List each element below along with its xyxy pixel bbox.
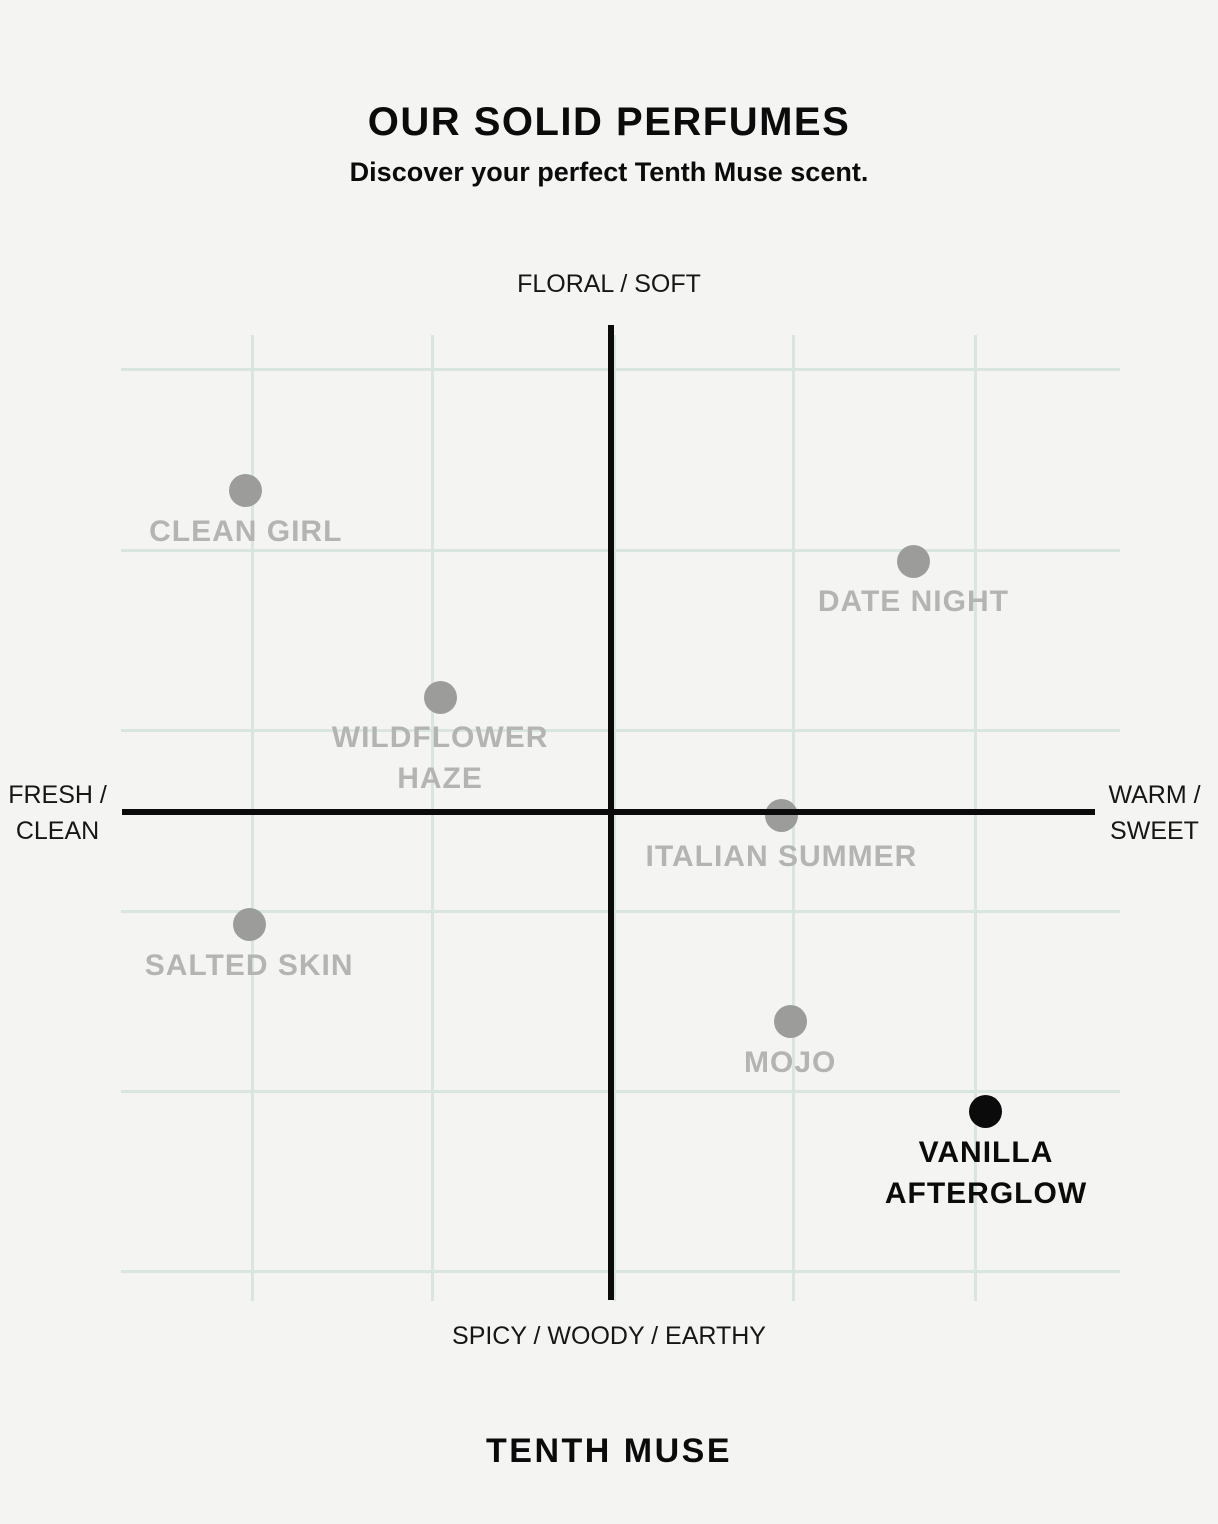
axis-label-line: FRESH / — [8, 781, 107, 809]
scent-label-date-night: DATE NIGHT — [693, 581, 1133, 622]
scent-dot-italian-summer — [764, 799, 798, 833]
scent-dot-date-night — [896, 544, 930, 578]
scent-label-clean-girl: CLEAN GIRL — [26, 511, 466, 552]
scent-label-line: AFTERGLOW — [884, 1176, 1088, 1210]
scent-label-wildflower-haze: WILDFLOWER HAZE — [220, 717, 660, 799]
grid-line-horizontal — [121, 1269, 1120, 1273]
grid-line-vertical — [973, 335, 977, 1301]
scent-dot-mojo — [773, 1005, 807, 1039]
grid-line-vertical — [430, 335, 434, 1301]
scent-label-line: VANILLA — [918, 1135, 1054, 1169]
grid-line-horizontal — [121, 909, 1120, 913]
scent-dot-clean-girl — [229, 474, 263, 508]
axis-label-floral-soft: FLORAL / SOFT — [517, 270, 701, 298]
scent-label-line: WILDFLOWER — [331, 721, 549, 755]
scent-label-line: MOJO — [744, 1045, 837, 1079]
x-axis-line — [122, 809, 1095, 815]
scent-label-vanilla-afterglow: VANILLA AFTERGLOW — [766, 1132, 1206, 1214]
axis-label-warm-sweet: WARM / SWEET — [1102, 777, 1207, 849]
scent-label-line: CLEAN GIRL — [149, 514, 343, 548]
scent-label-salted-skin: SALTED SKIN — [29, 945, 469, 986]
scent-dot-vanilla-afterglow — [969, 1095, 1003, 1128]
axis-label-line: WARM / — [1108, 781, 1201, 809]
grid-line-horizontal — [121, 548, 1120, 552]
scent-label-line: SALTED SKIN — [144, 948, 354, 982]
grid-line-horizontal — [121, 367, 1120, 371]
axis-label-line: SWEET — [1110, 817, 1199, 845]
axis-label-fresh-clean: FRESH / CLEAN — [5, 777, 110, 849]
scent-label-mojo: MOJO — [570, 1042, 1010, 1083]
scent-label-italian-summer: ITALIAN SUMMER — [561, 836, 1001, 877]
grid-line-vertical — [250, 335, 254, 1301]
axis-label-spicy-woody-earthy: SPICY / WOODY / EARTHY — [452, 1322, 766, 1350]
scent-dot-wildflower-haze — [423, 680, 457, 714]
scent-label-line: ITALIAN SUMMER — [645, 839, 918, 873]
grid-line-vertical — [612, 335, 616, 1301]
page-title: OUR SOLID PERFUMES — [367, 100, 851, 144]
grid-line-horizontal — [121, 1089, 1120, 1093]
axis-label-line: CLEAN — [15, 817, 100, 845]
scent-label-line: HAZE — [397, 762, 483, 796]
page-subtitle: Discover your perfect Tenth Muse scent. — [349, 157, 869, 187]
brand-logo: TENTH MUSE — [486, 1432, 732, 1470]
scent-dot-salted-skin — [232, 908, 266, 942]
grid-line-horizontal — [121, 728, 1120, 732]
scent-label-line: DATE NIGHT — [817, 585, 1009, 619]
